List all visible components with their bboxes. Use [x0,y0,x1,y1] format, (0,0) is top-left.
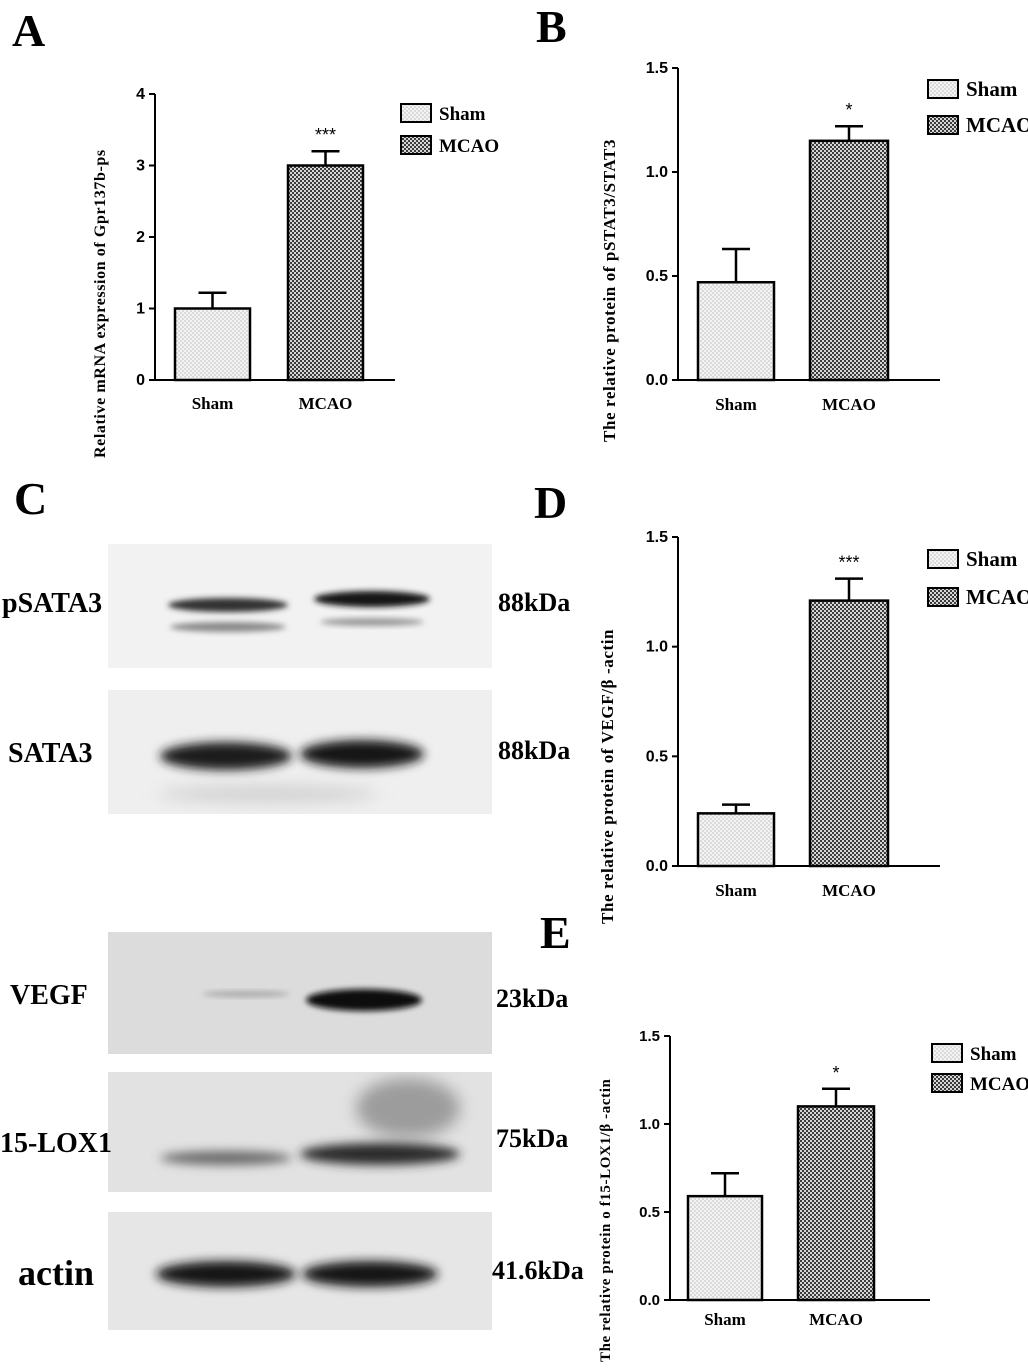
chart-b-ytick-label: 1.0 [646,164,668,181]
chart-e-bar-sham [686,1194,764,1302]
chart-d-legend-label: MCAO [966,585,1028,609]
chart-b: 0.0 0.5 1.0 1.5 Sham * MCAO Sham MCAO [520,0,1028,450]
chart-d-bar-sham [696,812,776,868]
chart-a-bar-sham [173,307,252,382]
blot-vegf-bands [202,989,422,1011]
chart-e-legend-label: MCAO [970,1074,1028,1095]
chart-d-legend-swatch [927,587,959,607]
blot-15lox1 [108,1072,492,1192]
chart-d-legend-label: Sham [966,547,1018,571]
chart-d-significance: *** [838,553,859,573]
chart-b-category-label: Sham [715,395,757,414]
chart-d-category-label: MCAO [822,881,876,900]
blot-label-15lox1: 15-LOX1 [0,1128,112,1159]
chart-d-ytick-label: 1.0 [646,639,668,656]
chart-d-ytick-label: 1.5 [646,529,668,546]
chart-e-ytick-label: 0.5 [639,1204,660,1221]
chart-b-legend-swatch [927,115,959,135]
chart-b-ytick-label: 0.0 [646,372,668,389]
chart-d-legend-swatch [927,549,959,569]
blot-actin-bands [156,1261,438,1287]
blot-stat3 [108,690,492,814]
chart-e-ytick-label: 1.5 [639,1028,660,1045]
chart-b-legend-swatch [927,79,959,99]
chart-d: 0.0 0.5 1.0 1.5 Sham *** MCAO Sham MCAO [520,480,1028,920]
blot-kda-actin: 41.6kDa [492,1256,584,1285]
panel-letter-e: E [540,907,571,958]
chart-b-bar-mcao [808,139,890,382]
chart-b-legend-label: MCAO [966,113,1028,137]
chart-a-ytick-label: 0 [136,372,145,389]
chart-e-ytick-label: 1.0 [639,1116,660,1133]
chart-a-significance: *** [315,125,336,145]
chart-a-legend-swatch [400,135,432,155]
chart-d-ytick-label: 0.0 [646,858,668,875]
chart-b-legend-label: Sham [966,77,1018,101]
blot-kda-15lox1: 75kDa [496,1124,569,1153]
chart-a-ytick-label: 2 [136,229,145,246]
chart-a-ytick-label: 3 [136,158,145,175]
chart-b-svg: 0.0 0.5 1.0 1.5 Sham * MCAO Sham MCAO [646,60,1028,414]
blot-kda-stat3: 88kDa [498,736,571,765]
chart-a-svg: 0 1 2 3 4 Sham *** MCAO Sham MCAO [136,86,499,413]
chart-e-bar-mcao [796,1105,876,1302]
panel-letter-b: B [536,1,567,52]
blot-label-stat3: SATA3 [8,738,93,769]
chart-a-category-label: Sham [192,394,234,413]
chart-a-bar-mcao [286,164,365,382]
chart-b-bar-sham [696,280,776,382]
chart-e-ytick-label: 0.0 [639,1292,660,1309]
chart-a-ytick-label: 4 [136,86,145,103]
chart-d-ytick-label: 0.5 [646,748,668,765]
chart-a-legend-swatch [400,103,432,123]
chart-a-ytick-label: 1 [136,301,145,318]
chart-e-significance: * [832,1063,839,1083]
chart-e-category-label: Sham [704,1310,746,1329]
blot-actin [108,1212,492,1330]
chart-b-category-label: MCAO [822,395,876,414]
chart-e-svg: 0.0 0.5 1.0 1.5 Sham * MCAO Sham MCAO [639,1028,1028,1329]
chart-b-ytick-label: 0.5 [646,268,668,285]
blot-pstat3-bands [168,591,430,632]
blot-label-vegf: VEGF [10,980,88,1011]
blot-stat3-bands [158,740,424,802]
blot-15lox1-bands [160,1078,460,1165]
chart-a-legend-label: MCAO [439,136,499,157]
blot-label-actin: actin [18,1253,94,1293]
chart-e-legend-swatch [931,1073,963,1093]
chart-a-legend-label: Sham [439,104,486,125]
panel-letter-a: A [12,5,46,56]
blot-vegf [108,932,492,1054]
chart-b-significance: * [845,100,852,120]
blot-kda-pstat3: 88kDa [498,588,571,617]
chart-e-legend-swatch [931,1043,963,1063]
chart-e: 0.0 0.5 1.0 1.5 Sham * MCAO Sham MCAO [520,1000,1028,1364]
chart-e-legend-label: Sham [970,1044,1017,1065]
blot-kda-vegf: 23kDa [496,984,569,1013]
chart-a: 0 1 2 3 4 Sham *** MCAO Sham MCAO [0,0,520,460]
chart-b-ytick-label: 1.5 [646,60,668,77]
panel-letter-c: C [14,473,48,524]
chart-d-svg: 0.0 0.5 1.0 1.5 Sham *** MCAO Sham MCAO [646,529,1028,900]
chart-a-category-label: MCAO [299,394,353,413]
chart-d-bar-mcao [808,599,890,868]
blot-pstat3 [108,544,492,668]
chart-d-category-label: Sham [715,881,757,900]
chart-e-category-label: MCAO [809,1310,863,1329]
blot-label-pstat3: pSATA3 [2,588,103,619]
panel-letter-d: D [534,477,568,528]
